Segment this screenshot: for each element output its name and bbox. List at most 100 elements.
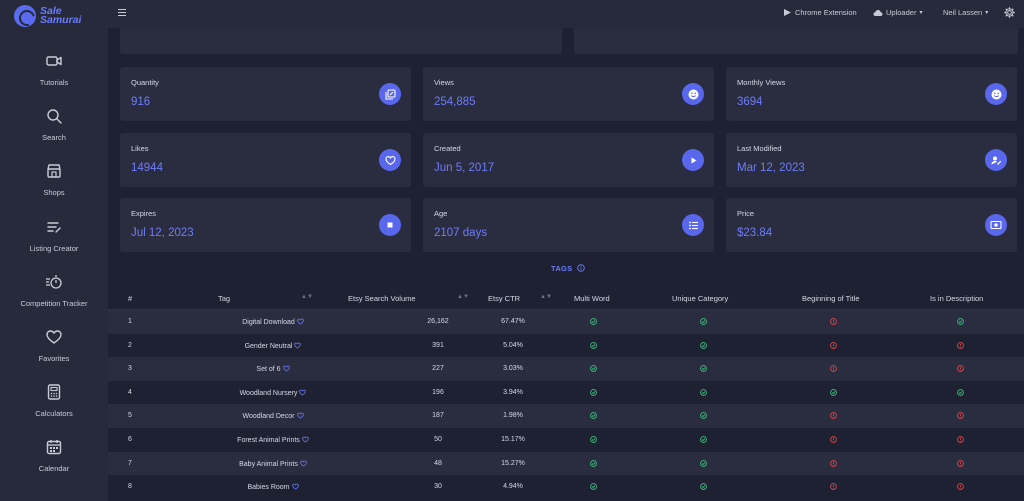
favorite-heart-icon[interactable] <box>294 342 302 351</box>
table-row: 1 Digital Download 26,162 67.47% <box>108 310 1024 334</box>
calendar-icon <box>46 440 62 455</box>
check-circle-icon <box>590 483 597 490</box>
heart-icon <box>46 330 62 344</box>
sidebar-item-search[interactable]: Search <box>0 107 108 162</box>
search-volume: 227 <box>432 365 444 373</box>
tag-cell: Digital Download <box>168 318 378 327</box>
check-circle-icon <box>590 341 597 349</box>
check-circle-icon <box>700 459 707 467</box>
column-header-beginning-of-title: Beginning of Title <box>802 294 860 303</box>
stop-icon <box>379 214 401 236</box>
alert-circle-icon <box>957 412 964 420</box>
gear-icon <box>1004 7 1015 18</box>
favorite-heart-icon[interactable] <box>282 365 290 374</box>
smile-icon <box>985 83 1007 105</box>
info-icon[interactable] <box>577 264 585 272</box>
tag-name: Babies Room <box>247 484 290 492</box>
uploader-dropdown[interactable]: Uploader ▾ <box>873 8 922 17</box>
check-circle-icon <box>590 318 597 325</box>
search-volume: 48 <box>434 459 442 467</box>
row-number: 5 <box>128 412 132 420</box>
user-menu-dropdown[interactable]: Neil Lassen ▾ <box>943 8 988 17</box>
column-header-ctr[interactable]: Etsy CTR <box>488 294 521 303</box>
stat-card-views: Views 254,885 <box>423 67 714 121</box>
check-circle-icon <box>590 436 597 443</box>
sidebar-item-competition-tracker[interactable]: Competition Tracker <box>0 273 108 328</box>
alert-circle-icon <box>830 412 837 420</box>
check-circle-icon <box>700 341 707 349</box>
sort-icon[interactable]: ▲▼ <box>457 294 469 300</box>
stat-label: Monthly Views <box>737 78 786 87</box>
sidebar-item-calculators[interactable]: Calculators <box>0 383 108 438</box>
tag-name: Digital Download <box>242 319 295 326</box>
play-icon <box>682 149 704 171</box>
list-edit-icon <box>47 222 61 233</box>
favorite-heart-icon[interactable] <box>302 436 309 445</box>
sort-icon[interactable]: ▲▼ <box>301 294 313 300</box>
column-header-tag[interactable]: Tag <box>218 294 231 303</box>
stat-label: Price <box>737 209 755 218</box>
check-circle-icon <box>830 388 837 396</box>
etsy-ctr: 5.04% <box>503 341 523 349</box>
sort-icon[interactable]: ▲▼ <box>540 294 552 300</box>
favorite-heart-icon[interactable] <box>296 412 304 421</box>
alert-circle-icon <box>830 483 837 490</box>
sale-samurai-logo[interactable]: Sale Samurai <box>14 5 104 27</box>
sidebar-item-label: Favorites <box>38 354 70 363</box>
favorite-heart-icon[interactable] <box>299 389 307 398</box>
column-header-unique-category: Unique Category <box>672 294 729 303</box>
chevron-down-icon: ▾ <box>919 10 923 16</box>
table-body: 1 Digital Download 26,162 67.47% 2 Gender Neu… <box>108 310 1024 499</box>
chrome-extension-label: Chrome Extension <box>795 8 857 17</box>
check-circle-icon <box>590 412 597 420</box>
tag-name: Baby Animal Prints <box>239 460 298 468</box>
check-circle-icon <box>590 459 597 467</box>
check-circle-icon <box>700 412 707 420</box>
favorite-heart-icon[interactable] <box>291 483 299 492</box>
hamburger-menu-icon[interactable] <box>118 9 126 16</box>
alert-circle-icon <box>830 341 837 349</box>
calculator-icon <box>47 384 61 400</box>
check-circle-icon <box>700 483 707 490</box>
tag-cell: Woodland Nursery <box>168 389 378 398</box>
logo-mark <box>14 5 36 27</box>
favorite-heart-icon[interactable] <box>297 318 304 327</box>
table-row: 7 Baby Animal Prints 48 15.27% <box>108 451 1024 476</box>
alert-circle-icon <box>830 459 837 467</box>
favorite-heart-icon[interactable] <box>300 460 307 469</box>
check-circle-icon <box>700 436 707 443</box>
stat-card-created: Created Jun 5, 2017 <box>423 133 714 187</box>
video-camera-icon <box>46 56 62 66</box>
stat-card-quantity: Quantity 916 <box>120 67 411 121</box>
copy-edit-icon <box>379 83 401 105</box>
settings-button[interactable] <box>1004 7 1018 18</box>
stat-label: Last Modified <box>737 144 782 153</box>
sidebar-item-shops[interactable]: Shops <box>0 162 108 217</box>
tag-cell: Gender Neutral <box>168 342 378 351</box>
sidebar-item-tutorials[interactable]: Tutorials <box>0 52 108 107</box>
etsy-ctr: 15.17% <box>501 435 525 443</box>
stat-label: Expires <box>131 209 157 218</box>
column-header-search-volume[interactable]: Etsy Search Volume <box>348 294 416 303</box>
stat-value: Mar 12, 2023 <box>737 162 805 174</box>
stat-value: $23.84 <box>737 227 773 239</box>
etsy-ctr: 3.03% <box>503 365 523 373</box>
sidebar-item-listing-creator[interactable]: Listing Creator <box>0 218 108 273</box>
tag-name: Woodland Nursery <box>239 389 298 397</box>
stat-value: 3694 <box>737 96 763 108</box>
stat-card-expires: Expires Jul 12, 2023 <box>120 198 411 252</box>
search-volume: 26,162 <box>427 318 449 325</box>
sidebar-item-favorites[interactable]: Favorites <box>0 328 108 383</box>
row-number: 7 <box>128 459 132 467</box>
tag-cell: Baby Animal Prints <box>168 460 378 469</box>
sidebar-item-label: Search <box>42 133 66 142</box>
stat-value: Jul 12, 2023 <box>131 227 194 239</box>
sidebar-item-label: Calculators <box>35 409 73 418</box>
chrome-extension-link[interactable]: Chrome Extension <box>783 8 857 17</box>
top-panel-left <box>120 28 562 54</box>
sidebar-item-calendar[interactable]: Calendar <box>0 438 108 493</box>
row-number: 2 <box>128 341 132 349</box>
user-name: Neil Lassen <box>943 8 983 17</box>
sidebar-item-label: Listing Creator <box>29 244 79 253</box>
table-row: 2 Gender Neutral 391 5.04% <box>108 333 1024 358</box>
